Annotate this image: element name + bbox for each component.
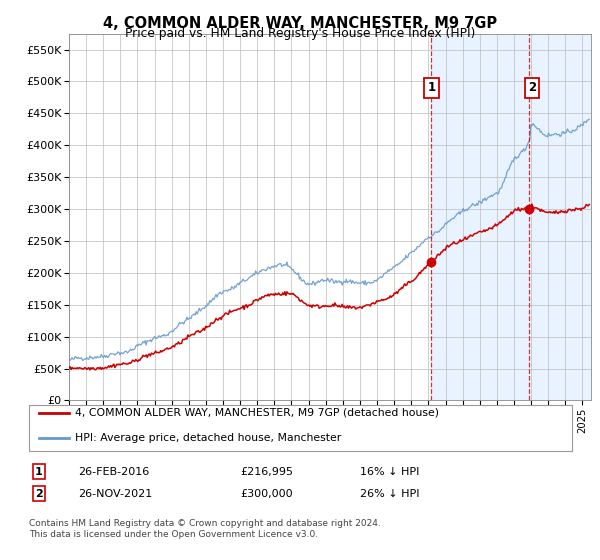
- Text: Price paid vs. HM Land Registry's House Price Index (HPI): Price paid vs. HM Land Registry's House …: [125, 27, 475, 40]
- Text: 16% ↓ HPI: 16% ↓ HPI: [360, 466, 419, 477]
- Text: 4, COMMON ALDER WAY, MANCHESTER, M9 7GP (detached house): 4, COMMON ALDER WAY, MANCHESTER, M9 7GP …: [75, 408, 439, 418]
- Text: Contains HM Land Registry data © Crown copyright and database right 2024.
This d: Contains HM Land Registry data © Crown c…: [29, 520, 380, 539]
- Text: £300,000: £300,000: [240, 489, 293, 499]
- Text: 26% ↓ HPI: 26% ↓ HPI: [360, 489, 419, 499]
- Text: 1: 1: [428, 81, 436, 94]
- Text: 4, COMMON ALDER WAY, MANCHESTER, M9 7GP: 4, COMMON ALDER WAY, MANCHESTER, M9 7GP: [103, 16, 497, 31]
- Text: 2: 2: [528, 81, 536, 94]
- Text: 26-FEB-2016: 26-FEB-2016: [78, 466, 149, 477]
- Bar: [431, 34, 591, 400]
- Text: 26-NOV-2021: 26-NOV-2021: [78, 489, 152, 499]
- Text: £216,995: £216,995: [240, 466, 293, 477]
- Text: HPI: Average price, detached house, Manchester: HPI: Average price, detached house, Manc…: [75, 433, 341, 443]
- Text: 1: 1: [35, 466, 43, 477]
- Text: 2: 2: [35, 489, 43, 499]
